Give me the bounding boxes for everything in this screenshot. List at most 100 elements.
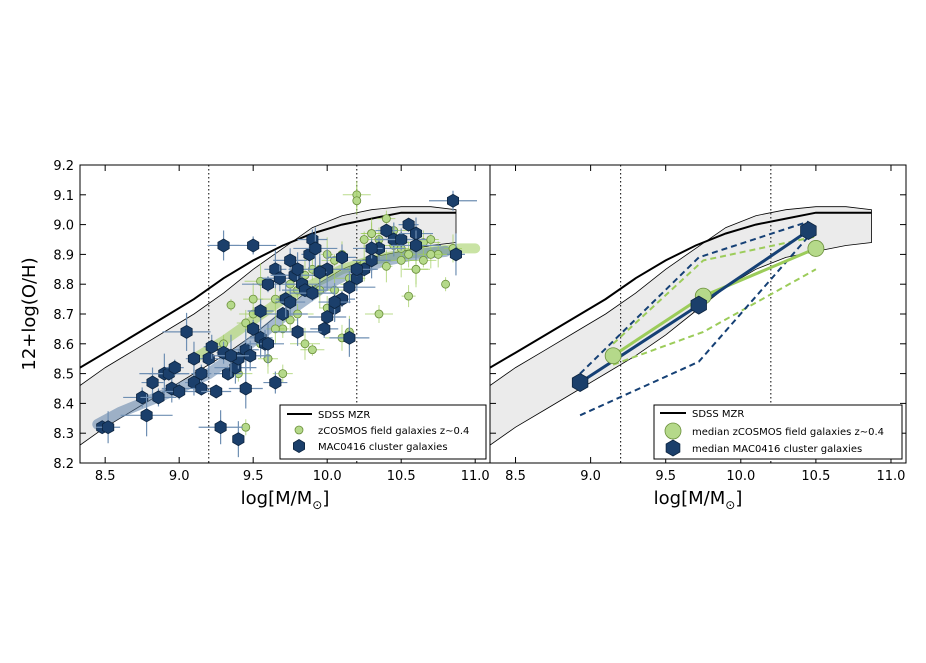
- mac-point: [269, 375, 282, 390]
- mac-point: [102, 420, 115, 435]
- zcosmos-point: [226, 300, 236, 310]
- mac-point: [205, 339, 218, 354]
- right-xtick-label: 9.5: [655, 469, 676, 484]
- zcosmos-point: [367, 229, 376, 238]
- legend-r-zcosmos-marker: [664, 422, 682, 440]
- right-zcosmos-median-point: [604, 347, 622, 365]
- left-xtick-label: 9.0: [169, 469, 190, 484]
- mac-point: [187, 351, 201, 366]
- mac-point: [173, 384, 186, 399]
- left-xtick-label: 10.0: [313, 469, 342, 484]
- legend-zcosmos-marker: [294, 425, 304, 435]
- left-ytick-label: 8.6: [53, 338, 74, 353]
- right-legend-box: [653, 404, 903, 460]
- zcosmos-point: [418, 255, 428, 265]
- right-xlabel: log[M/M⊙]: [654, 488, 743, 512]
- mac-point: [395, 232, 408, 247]
- mac-point: [202, 351, 215, 366]
- mac-point: [343, 280, 356, 295]
- legend-zcosmos-label: zCOSMOS field galaxies z∼0.4: [318, 426, 469, 437]
- right-mac-lower-dash: [579, 235, 810, 417]
- left-ytick-label: 9.1: [53, 189, 74, 204]
- mac-point: [168, 360, 181, 375]
- right-xtick-label: 10.0: [726, 469, 755, 484]
- left-xlabel-text: log[M/M: [241, 488, 313, 509]
- legend-sdss-label: SDSS MZR: [318, 410, 370, 421]
- mac-point: [224, 348, 238, 363]
- mac-point: [247, 321, 260, 336]
- mac-point: [291, 262, 304, 277]
- left-ytick-label: 8.9: [53, 248, 74, 263]
- mac-point: [328, 295, 341, 310]
- zcosmos-point: [307, 345, 317, 355]
- mac-point: [284, 253, 297, 268]
- zcosmos-point: [300, 339, 310, 349]
- right-mac-median-point: [800, 221, 817, 241]
- mac-point: [261, 336, 275, 351]
- right-mac-median-point: [690, 295, 707, 315]
- left-ytick-label: 9.0: [53, 219, 74, 234]
- zcosmos-point: [381, 214, 391, 224]
- right-xtick-label: 9.0: [580, 469, 601, 484]
- left-ticks: 8.5 9.0 9.5 10.0 10.5 11.0 8.2 8.3 8.4 8.5 8.6 8.7 8…: [53, 159, 489, 484]
- zcosmos-point: [404, 249, 413, 259]
- right-zcosmos-upper-dash: [612, 235, 817, 345]
- left-xlabel-sun: ⊙: [312, 498, 322, 512]
- left-ytick-label: 8.8: [53, 278, 74, 293]
- mac-point: [140, 408, 153, 423]
- left-ytick-label: 8.2: [53, 457, 74, 472]
- left-legend: SDSS MZR zCOSMOS field galaxies z∼0.4 MA…: [279, 404, 487, 460]
- legend-mac-marker: [292, 439, 306, 453]
- left-ytick-label: 9.2: [53, 159, 74, 174]
- left-xlabel: log[M/M⊙]: [241, 488, 330, 512]
- mac-point: [350, 262, 363, 277]
- mac-point: [254, 304, 267, 318]
- mac-point: [365, 253, 378, 268]
- zcosmos-point: [241, 318, 251, 328]
- right-zcosmos-median-point: [807, 240, 825, 257]
- left-xtick-label: 11.0: [461, 469, 490, 484]
- left-legend-box: [279, 404, 487, 460]
- left-plot-content: [80, 165, 481, 463]
- right-mac-median-point: [571, 373, 589, 392]
- right-xtick-label: 8.5: [505, 469, 526, 484]
- left-ytick-label: 8.7: [53, 308, 74, 323]
- mac-point: [402, 217, 415, 232]
- mac-point: [343, 330, 356, 345]
- mac-point: [291, 324, 304, 339]
- right-zcosmos-lower-dash: [612, 268, 817, 366]
- legend-r-zcosmos-label: median zCOSMOS field galaxies z∼0.4: [692, 427, 884, 438]
- right-ticks: 8.5 9.0 9.5 10.0 10.5 11.0: [490, 164, 906, 484]
- mac-point: [313, 265, 326, 280]
- zcosmos-point: [411, 264, 421, 274]
- right-xtick-label: 10.5: [801, 469, 830, 484]
- mac-point: [180, 324, 193, 339]
- right-xlabel-bracket: ]: [735, 488, 742, 509]
- mac-point: [365, 241, 378, 256]
- left-ylabel: 12+log(O/H): [19, 257, 40, 370]
- mac-point: [276, 307, 289, 321]
- legend-r-mac-label: median MAC0416 cluster galaxies: [692, 444, 862, 455]
- zcosmos-point: [426, 249, 436, 259]
- left-xtick-label: 8.5: [95, 469, 116, 484]
- right-panel: 8.5 9.0 9.5 10.0 10.5 11.0 log[M/M⊙] SDSS MZR…: [489, 164, 907, 512]
- zcosmos-point: [248, 294, 258, 304]
- left-ytick-label: 8.5: [53, 368, 74, 383]
- zcosmos-point: [352, 196, 362, 206]
- zcosmos-point: [359, 235, 369, 244]
- mac-point: [195, 381, 208, 396]
- right-xtick-label: 11.0: [877, 469, 906, 484]
- legend-r-mac-marker: [665, 439, 681, 457]
- mac-point: [309, 241, 322, 256]
- legend-mac-label: MAC0416 cluster galaxies: [318, 442, 448, 453]
- zcosmos-point: [381, 261, 391, 271]
- mac-point: [244, 348, 257, 363]
- zcosmos-point: [396, 255, 406, 265]
- mac-point: [239, 381, 252, 396]
- left-xtick-label: 9.5: [243, 469, 264, 484]
- mac-point: [232, 432, 245, 447]
- mac-point: [210, 384, 223, 399]
- right-xlabel-text: log[M/M: [654, 488, 726, 509]
- right-xlabel-sun: ⊙: [725, 498, 735, 512]
- mac-point: [321, 310, 334, 324]
